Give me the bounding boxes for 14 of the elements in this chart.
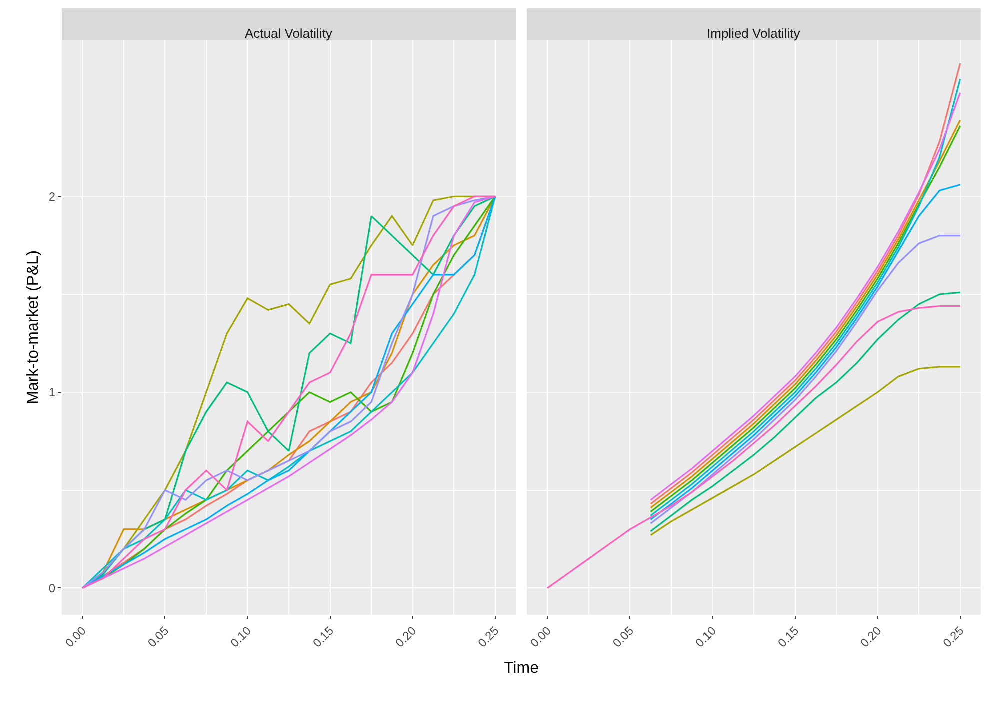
x-tick-label: 0.20 bbox=[392, 624, 420, 650]
x-axis-title: Time bbox=[504, 660, 540, 677]
chart-title: Actual Volatility bbox=[245, 26, 333, 41]
y-axis-title: Mark-to-market (P&L) bbox=[24, 250, 42, 404]
x-tick-label: 0.10 bbox=[692, 624, 720, 650]
chart-title: Implied Volatility bbox=[707, 26, 801, 41]
line-series bbox=[82, 196, 496, 589]
y-tick-label: 2 bbox=[48, 190, 56, 204]
y-tick-label: 0 bbox=[48, 581, 56, 596]
x-tick-label: 0.10 bbox=[228, 624, 254, 650]
x-tick-label: 0.00 bbox=[528, 624, 554, 650]
x-tick-label: 0.00 bbox=[62, 624, 90, 650]
x-tick-label: 0.20 bbox=[858, 624, 884, 650]
y-tick-label: 1 bbox=[48, 386, 56, 400]
